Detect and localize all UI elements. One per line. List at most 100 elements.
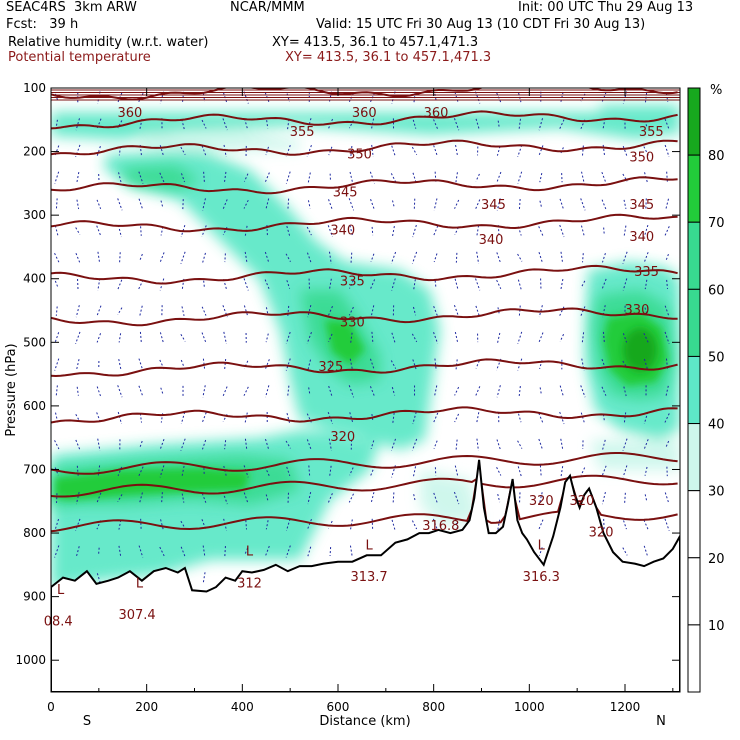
wind-vector [307, 546, 312, 557]
minimum-marker: L [57, 583, 65, 598]
wind-vector [560, 438, 564, 451]
wind-vector [644, 494, 648, 502]
wind-vector [454, 278, 459, 291]
wind-vector [392, 226, 395, 237]
colorbar-bin [687, 423, 701, 492]
contour-label: 320 [589, 526, 614, 541]
wind-vector [264, 545, 270, 558]
y-axis-label: Pressure (hPa) [4, 343, 19, 436]
wind-vector [433, 145, 438, 157]
wind-vector [643, 519, 649, 530]
wind-vector [348, 306, 354, 316]
wind-vector [371, 226, 374, 236]
north-label: N [656, 714, 666, 729]
contour-label: 320 [529, 494, 554, 509]
wind-vector [201, 119, 207, 129]
wind-vector [244, 251, 248, 264]
y-tick-label: 100 [23, 81, 46, 95]
wind-vector [97, 251, 101, 264]
contour-label: 355 [290, 125, 315, 140]
wind-vector [412, 306, 417, 316]
theta-contour [51, 110, 678, 130]
wind-vector [203, 171, 206, 184]
colorbar-label: 20 [708, 552, 725, 567]
wind-vector [371, 413, 374, 422]
wind-vector [140, 226, 142, 236]
wind-vector [413, 198, 416, 211]
init-time: Init: 00 UTC Thu 29 Aug 13 [518, 0, 694, 15]
wind-vector [203, 280, 205, 289]
terrain-profile [51, 459, 680, 692]
wind-vector [243, 173, 249, 182]
colorbar-label: 70 [708, 216, 725, 231]
wind-vector [349, 225, 354, 237]
wind-vector [370, 440, 375, 450]
wind-vector [538, 492, 543, 505]
wind-vector [138, 198, 144, 211]
wind-vector [118, 519, 122, 530]
wind-vector [391, 519, 396, 530]
wind-vector [538, 252, 544, 264]
wind-vector [643, 146, 649, 156]
wind-vector [117, 307, 123, 315]
wind-vector [433, 440, 438, 449]
wind-vector [245, 520, 248, 530]
wind-vector [160, 387, 164, 395]
wind-vector [180, 546, 186, 557]
wind-vector [327, 493, 333, 504]
wind-vector [76, 172, 80, 184]
wind-vector [518, 385, 521, 397]
wind-vector [160, 226, 164, 236]
wind-vector [222, 386, 228, 397]
y-tick-label: 200 [23, 145, 46, 159]
wind-vector [496, 439, 501, 450]
wind-vector [224, 440, 227, 450]
wind-vector [391, 332, 396, 344]
wind-vector [118, 358, 122, 371]
contour-label: 340 [629, 230, 654, 245]
wind-vector [391, 387, 396, 396]
wind-vector [411, 146, 418, 155]
wind-vector [517, 440, 523, 449]
wind-vector [643, 439, 649, 451]
wind-vector [96, 305, 102, 317]
colorbar-bin [687, 288, 701, 357]
theta-contour [51, 139, 678, 156]
wind-vector [286, 280, 291, 289]
wind-vector [96, 199, 102, 210]
wind-vector [181, 306, 185, 316]
wind-vector [201, 493, 207, 503]
x-tick-label: 0 [47, 700, 55, 714]
wind-vector [287, 198, 290, 211]
wind-vector [308, 465, 311, 478]
minimum-value: 307.4 [118, 608, 155, 623]
colorbar-label: 80 [708, 149, 725, 164]
contour-label: 340 [330, 224, 355, 239]
wind-vector [54, 252, 60, 263]
wind-vector [328, 199, 333, 210]
wind-vector [202, 572, 206, 585]
contour-label: 335 [340, 274, 365, 289]
wind-vector [455, 252, 458, 263]
wind-vector [265, 494, 269, 502]
wind-vector [118, 333, 122, 343]
wind-vector [224, 253, 226, 263]
wind-vector [518, 305, 521, 317]
wind-vector [54, 225, 59, 237]
wind-vector [306, 226, 312, 236]
theta-contour [51, 176, 678, 195]
theta-contour [51, 213, 678, 233]
colorbar-bin [687, 154, 701, 223]
wind-vector [181, 493, 185, 503]
wind-vector [349, 467, 354, 476]
wind-vector [329, 547, 332, 556]
field-theta-label: Potential temperature [8, 50, 151, 65]
wind-vector [97, 465, 101, 478]
wind-vector [475, 173, 480, 182]
wind-vectors [54, 91, 670, 585]
wind-vector [370, 305, 375, 318]
minimum-marker: L [246, 545, 254, 560]
wind-vector [517, 279, 522, 290]
wind-vector [370, 199, 375, 210]
wind-vector [286, 466, 291, 476]
